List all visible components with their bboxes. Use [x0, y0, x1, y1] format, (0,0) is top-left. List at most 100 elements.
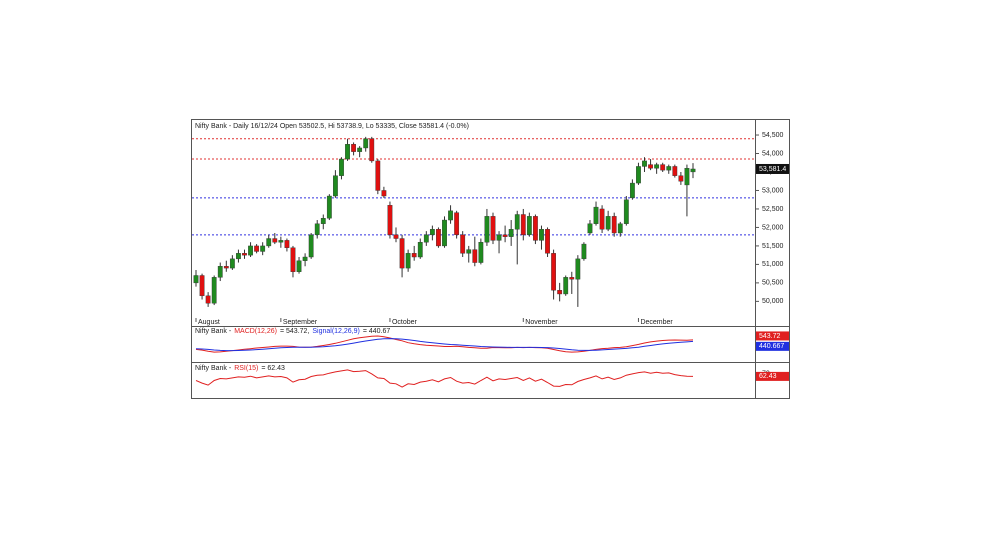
value-tag-label: 440.667 [759, 343, 784, 350]
candle-body [593, 206, 599, 224]
candle-body [690, 168, 696, 173]
candle-body [581, 243, 587, 260]
candle-body [302, 256, 308, 261]
candle-body [381, 190, 387, 197]
candle-body [223, 266, 229, 269]
candle-body [569, 277, 575, 280]
candle-body [339, 158, 344, 176]
candle-body [587, 223, 593, 234]
candle-body [466, 249, 472, 254]
candle-body [514, 214, 520, 230]
candle-body [290, 247, 296, 272]
candle-body [308, 234, 314, 258]
candle-body [484, 216, 490, 243]
candle-body [539, 229, 544, 241]
candle-body [423, 234, 429, 243]
candle-body [357, 147, 363, 152]
candle-body [387, 205, 393, 236]
candle-body [648, 164, 653, 169]
candle-body [617, 223, 623, 234]
candle-body [611, 216, 617, 234]
value-tag [756, 331, 789, 341]
y-tick-label: 54,000 [762, 150, 784, 157]
candle-body [623, 199, 629, 224]
candle-body [502, 234, 508, 237]
candle-body [533, 216, 538, 241]
price-tag-label: 53,581.4 [759, 166, 786, 173]
candle-body [296, 260, 302, 272]
candle-body [429, 229, 435, 236]
candle-body [260, 245, 266, 252]
candle-body [242, 253, 247, 256]
x-tick-label: September [283, 319, 318, 326]
y-tick-label: 52,500 [762, 206, 784, 213]
candle-body [660, 164, 666, 171]
candle-body [320, 217, 326, 224]
candle-body [684, 168, 690, 186]
candle-body [496, 234, 502, 241]
y-tick-label: 51,500 [762, 243, 784, 250]
candle-body [314, 223, 320, 236]
candle-body [351, 144, 356, 152]
y-tick-label: 54,500 [762, 132, 784, 139]
candle-body [345, 144, 350, 160]
candle-body [436, 229, 441, 247]
candle-body [666, 166, 672, 171]
macd-line [195, 335, 694, 353]
candle-body [508, 229, 514, 237]
candle-body [605, 216, 611, 230]
candle-body [472, 249, 478, 263]
candle-body [393, 234, 399, 239]
rsi-label-part: Nifty Bank - [195, 365, 232, 372]
x-tick-label: December [640, 319, 673, 326]
macd-label-part: = 440.67 [363, 328, 391, 335]
candle-body [563, 277, 569, 295]
y-tick-label: 53,000 [762, 187, 784, 194]
chart-title: Nifty Bank - Daily 16/12/24 Open 53502.5… [195, 123, 469, 130]
candle-body [272, 238, 278, 243]
candle-body [411, 253, 417, 258]
y-tick-label: 51,000 [762, 261, 784, 268]
candle-body [363, 138, 369, 149]
macd-label: Nifty Bank - MACD(12,26) = 543.72, Signal(1… [195, 328, 390, 335]
candle-body [678, 175, 684, 182]
candle-body [520, 214, 526, 236]
rsi-label: Nifty Bank - RSI(15) = 62.43 [195, 365, 285, 372]
candle-body [642, 160, 647, 167]
candle-body [217, 266, 223, 278]
candle-body [551, 253, 556, 291]
candle-body [266, 238, 272, 247]
candle-body [448, 210, 453, 221]
macd-label-part: = 543.72, [280, 328, 309, 335]
y-tick-label: 50,500 [762, 280, 784, 287]
candle-body [557, 290, 563, 295]
candle-body [199, 275, 205, 297]
candle-body [629, 182, 635, 199]
candle-body [454, 212, 460, 236]
candle-body [405, 253, 411, 269]
candle-body [369, 138, 375, 162]
rsi-label-part: = 62.43 [261, 365, 285, 372]
candle-body [205, 295, 211, 304]
candle-body [333, 175, 338, 197]
x-tick-label: October [392, 319, 418, 326]
price-tag [756, 163, 789, 174]
candle-body [254, 245, 260, 252]
candle-body [375, 160, 381, 191]
candle-body [490, 216, 496, 241]
frame [191, 119, 790, 399]
x-tick-label: August [198, 319, 220, 326]
candle-body [599, 208, 605, 230]
candle-body [478, 242, 484, 263]
candle-body [526, 216, 532, 236]
rsi-label-part: RSI(15) [234, 365, 258, 372]
candle-body [672, 166, 678, 176]
candle-body [229, 258, 235, 269]
y-tick-label: 52,000 [762, 224, 784, 231]
value-tag [756, 341, 789, 351]
y-tick-label: 50,000 [762, 298, 784, 305]
candle-body [442, 219, 447, 247]
value-tag [756, 371, 789, 381]
candle-body [236, 253, 241, 260]
